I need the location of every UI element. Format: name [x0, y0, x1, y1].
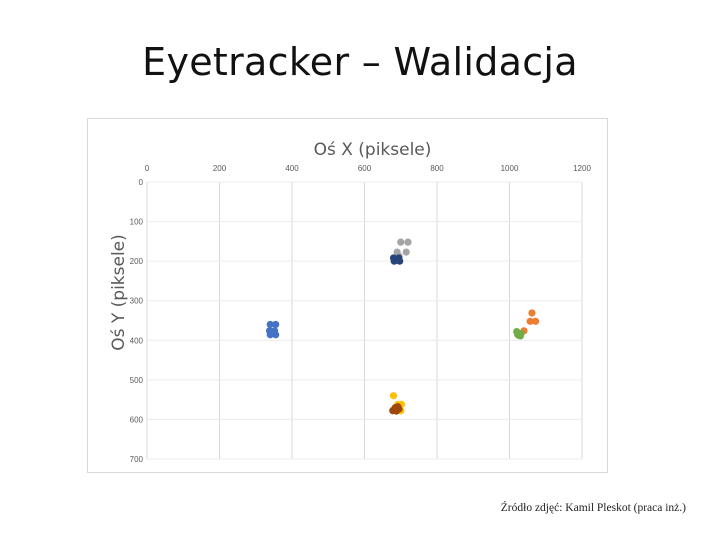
y-tick-label: 0 [139, 178, 144, 187]
y-tick-label: 600 [130, 415, 144, 424]
y-tick-label: 400 [130, 336, 144, 345]
chart-area: 0 200 400 600 800 1000 1200 0 100 200 300 400 500 600… [87, 118, 608, 473]
data-point [393, 256, 401, 264]
x-tick-label: 1000 [501, 164, 519, 173]
data-point [272, 320, 280, 329]
data-point [389, 392, 398, 400]
x-tick-label: 800 [430, 164, 444, 173]
data-point [269, 328, 277, 336]
data-point [394, 403, 402, 411]
slide-title: Eyetracker – Walidacja [142, 40, 578, 84]
y-tick-label: 500 [130, 376, 144, 385]
image-source-caption: Źródło zdjęć: Kamil Pleskot (praca inż.) [500, 502, 686, 514]
data-point [532, 317, 540, 325]
x-tick-label: 200 [213, 164, 227, 173]
x-tick-label: 0 [145, 164, 150, 173]
data-point [513, 330, 522, 338]
y-tick-label: 700 [130, 455, 144, 464]
y-tick-label: 200 [130, 257, 144, 266]
y-tick-label: 300 [130, 297, 144, 306]
x-axis-title: Oś X (piksele) [314, 140, 432, 160]
x-tick-label: 1200 [573, 164, 591, 173]
data-point [402, 248, 410, 256]
x-tick-label: 600 [358, 164, 372, 173]
data-point [404, 238, 412, 246]
y-axis-title: Oś Y (piksele) [109, 234, 129, 351]
data-point [397, 238, 405, 246]
data-point [266, 320, 274, 329]
scatter-chart: 0 200 400 600 800 1000 1200 0 100 200 300 400 500 600… [109, 140, 591, 464]
x-tick-label: 400 [285, 164, 299, 173]
y-tick-label: 100 [130, 218, 144, 227]
data-point [526, 317, 534, 325]
data-point [528, 309, 536, 317]
